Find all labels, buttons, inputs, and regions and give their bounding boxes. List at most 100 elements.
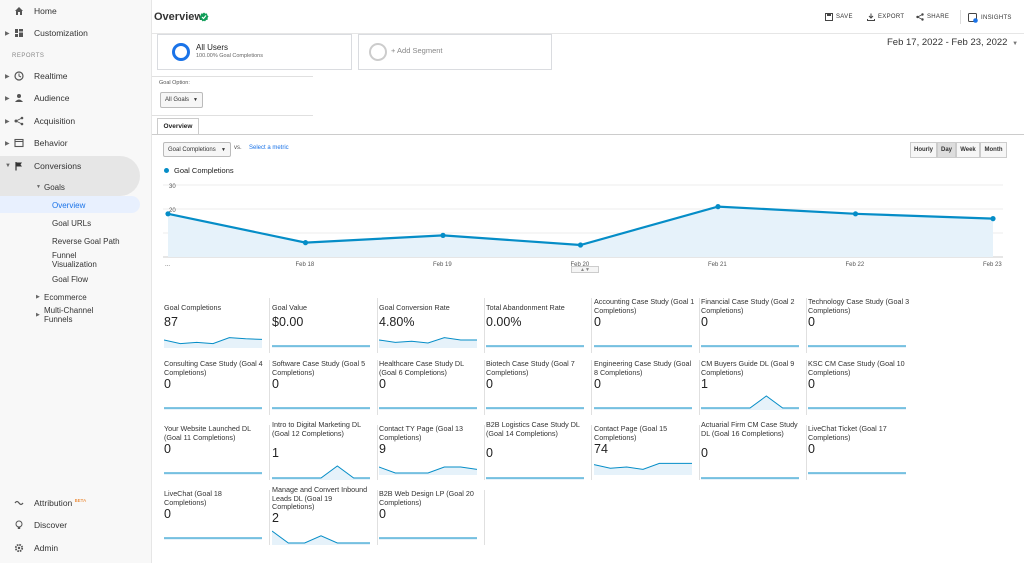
data-point[interactable] [165, 211, 171, 217]
metric-card[interactable]: Contact Page (Goal 15 Completions) 74 [594, 424, 700, 487]
chevron-down-icon: ▼ [193, 97, 198, 103]
nav-goals-overview-label: Overview [52, 200, 86, 210]
metric-card[interactable]: Accounting Case Study (Goal 1 Completion… [594, 297, 700, 360]
metric-card[interactable]: KSC CM Case Study (Goal 10 Completions) 0 [808, 359, 910, 422]
metric-card[interactable]: Total Abandonment Rate 0.00% [486, 298, 592, 360]
metric-card[interactable]: Intro to Digital Marketing DL (Goal 12 C… [272, 420, 378, 487]
x-tick-label: Feb 20 [571, 262, 590, 268]
data-point[interactable] [990, 216, 996, 222]
data-point[interactable] [440, 232, 446, 238]
nav-customization-label: Customization [34, 28, 88, 38]
nav-attribution-label: Attribution BETA [34, 498, 86, 508]
tab-overview[interactable]: Overview [157, 118, 199, 134]
caret-right-icon: ▶ [5, 73, 10, 80]
nav-home[interactable]: Home [0, 1, 140, 21]
verified-check-icon [199, 12, 209, 22]
card-divider [269, 425, 270, 480]
data-point[interactable] [302, 240, 309, 246]
nav-goal-urls[interactable]: Goal URLs [0, 217, 140, 229]
metric-card[interactable]: Goal Value $0.00 [272, 298, 378, 360]
goal-option-select[interactable]: All Goals ▼ [160, 92, 203, 108]
data-point[interactable] [577, 242, 584, 248]
card-divider [484, 360, 485, 415]
card-divider [269, 298, 270, 353]
metric-card[interactable]: LiveChat Ticket (Goal 17 Completions) 0 [808, 424, 910, 487]
home-icon [14, 6, 24, 16]
select-metric-link[interactable]: Select a metric [249, 145, 289, 151]
metric-card[interactable]: Goal Completions 87 [164, 298, 270, 360]
data-point[interactable] [715, 204, 721, 210]
nav-discover[interactable]: Discover [0, 515, 140, 535]
date-range-picker[interactable]: Feb 17, 2022 - Feb 23, 2022 ▼ [887, 37, 1018, 48]
nav-funnel-visualization[interactable]: Funnel Visualization [0, 250, 140, 270]
metric-card[interactable]: Goal Conversion Rate 4.80% [379, 298, 485, 360]
nav-behavior-label: Behavior [34, 138, 68, 148]
data-point[interactable] [852, 211, 859, 217]
metric-select[interactable]: Goal Completions ▼ [163, 142, 231, 157]
attribution-text: Attribution [34, 498, 73, 508]
nav-audience[interactable]: ▶ Audience [0, 88, 140, 108]
metric-card[interactable]: Software Case Study (Goal 5 Completions)… [272, 359, 378, 422]
metric-sparkline [379, 466, 477, 475]
metric-card[interactable]: Contact TY Page (Goal 13 Completions) 9 [379, 424, 485, 487]
add-segment-label: + Add Segment [391, 46, 443, 55]
card-divider [484, 490, 485, 545]
conversions-highlight [0, 156, 140, 196]
share-button[interactable]: SHARE [916, 13, 949, 21]
metric-card[interactable]: B2B Web Design LP (Goal 20 Completions) 0 [379, 489, 485, 552]
metric-name: Total Abandonment Rate [486, 303, 565, 312]
save-button[interactable]: SAVE [825, 13, 853, 21]
metric-card[interactable]: Actuarial Firm CM Case Study DL (Goal 16… [701, 420, 807, 487]
metric-name: Healthcare Case Study DL (Goal 6 Complet… [379, 359, 464, 377]
nav-goals[interactable]: ▼ Goals [0, 181, 140, 193]
caret-down-icon: ▼ [5, 163, 11, 169]
chart-resize-handle[interactable]: ▲▼ [571, 266, 599, 273]
nav-ecommerce[interactable]: ▶ Ecommerce [0, 291, 140, 303]
gran-hourly[interactable]: Hourly [910, 142, 937, 158]
insights-button[interactable]: INSIGHTS [968, 13, 1012, 23]
nav-goal-flow[interactable]: Goal Flow [0, 273, 140, 285]
gran-day[interactable]: Day [937, 142, 956, 158]
nav-attribution[interactable]: Attribution BETA [0, 493, 140, 513]
nav-goals-overview[interactable]: Overview [0, 199, 140, 211]
nav-behavior[interactable]: ▶ Behavior [0, 133, 140, 153]
metric-card[interactable]: Your Website Launched DL (Goal 11 Comple… [164, 424, 270, 487]
nav-reverse-goal-path[interactable]: Reverse Goal Path [0, 235, 140, 247]
metric-value: 0 [594, 315, 601, 329]
segment-all-users[interactable]: All Users 100.00% Goal Completions [157, 34, 352, 70]
metric-value: 0 [594, 377, 601, 391]
metric-card[interactable]: Engineering Case Study (Goal 8 Completio… [594, 359, 700, 422]
share-label: SHARE [927, 14, 950, 20]
export-icon [867, 13, 875, 21]
nav-conversions[interactable]: ▼ Conversions [0, 156, 140, 176]
export-button[interactable]: EXPORT [867, 13, 904, 21]
nav-realtime[interactable]: ▶ Realtime [0, 66, 140, 86]
nav-multichannel[interactable]: ▶ Multi-Channel Funnels [0, 305, 140, 325]
nav-customization[interactable]: ▶ Customization [0, 23, 140, 43]
add-segment-button[interactable]: + Add Segment [358, 34, 552, 70]
gran-month[interactable]: Month [980, 142, 1007, 158]
gran-week[interactable]: Week [956, 142, 980, 158]
metric-card[interactable]: Manage and Convert Inbound Leads DL (Goa… [272, 485, 378, 552]
metric-value: 0 [808, 315, 815, 329]
metric-card[interactable]: CM Buyers Guide DL (Goal 9 Completions) 1 [701, 359, 807, 422]
metric-card[interactable]: Healthcare Case Study DL (Goal 6 Complet… [379, 359, 485, 422]
metric-card[interactable]: Consulting Case Study (Goal 4 Completion… [164, 359, 270, 422]
metric-card[interactable]: Biotech Case Study (Goal 7 Completions) 0 [486, 359, 592, 422]
card-divider [484, 425, 485, 480]
metric-sparkline [701, 477, 799, 480]
nav-admin[interactable]: Admin [0, 538, 140, 558]
metric-sparkline [808, 407, 906, 410]
metric-card[interactable]: Financial Case Study (Goal 2 Completions… [701, 297, 807, 360]
metric-value: 0 [164, 377, 171, 391]
metric-card[interactable]: B2B Logistics Case Study DL (Goal 14 Com… [486, 420, 592, 487]
metric-value: 0 [808, 377, 815, 391]
nav-goals-label: Goals [44, 182, 65, 192]
metric-name: Your Website Launched DL (Goal 11 Comple… [164, 424, 251, 442]
nav-acquisition[interactable]: ▶ Acquisition [0, 111, 140, 131]
card-divider [377, 490, 378, 545]
metric-card[interactable]: LiveChat (Goal 18 Completions) 0 [164, 489, 270, 552]
goal-option-value: All Goals [165, 97, 190, 103]
metric-card[interactable]: Technology Case Study (Goal 3 Completion… [808, 297, 910, 360]
metric-sparkline [486, 345, 584, 348]
